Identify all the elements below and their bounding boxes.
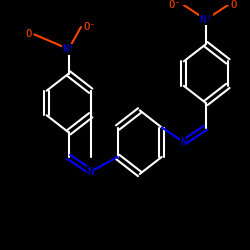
Text: N⁺: N⁺ bbox=[200, 15, 212, 25]
Text: N⁺: N⁺ bbox=[62, 44, 75, 54]
Text: O⁻: O⁻ bbox=[169, 0, 181, 10]
Text: N: N bbox=[181, 137, 187, 147]
Text: N: N bbox=[88, 166, 94, 176]
Text: O: O bbox=[230, 0, 236, 10]
Text: O⁻: O⁻ bbox=[83, 22, 96, 32]
Text: O: O bbox=[26, 30, 32, 40]
